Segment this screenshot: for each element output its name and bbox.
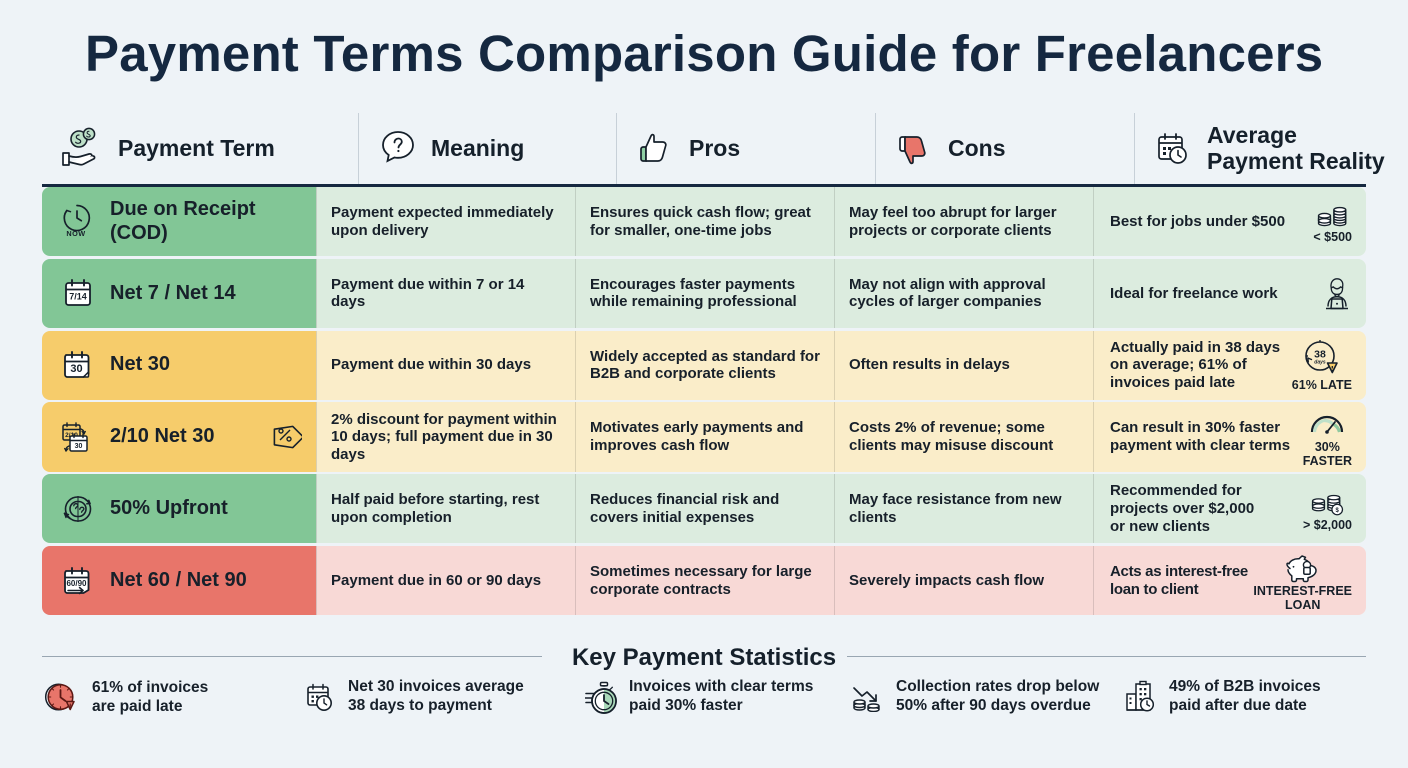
svg-text:30: 30 (70, 363, 82, 375)
svg-text:60/90: 60/90 (66, 579, 87, 588)
svg-text:30: 30 (75, 443, 83, 450)
svg-text:7/14: 7/14 (69, 292, 87, 302)
svg-text:NOW: NOW (66, 229, 85, 238)
svg-text:days: days (1314, 360, 1326, 366)
